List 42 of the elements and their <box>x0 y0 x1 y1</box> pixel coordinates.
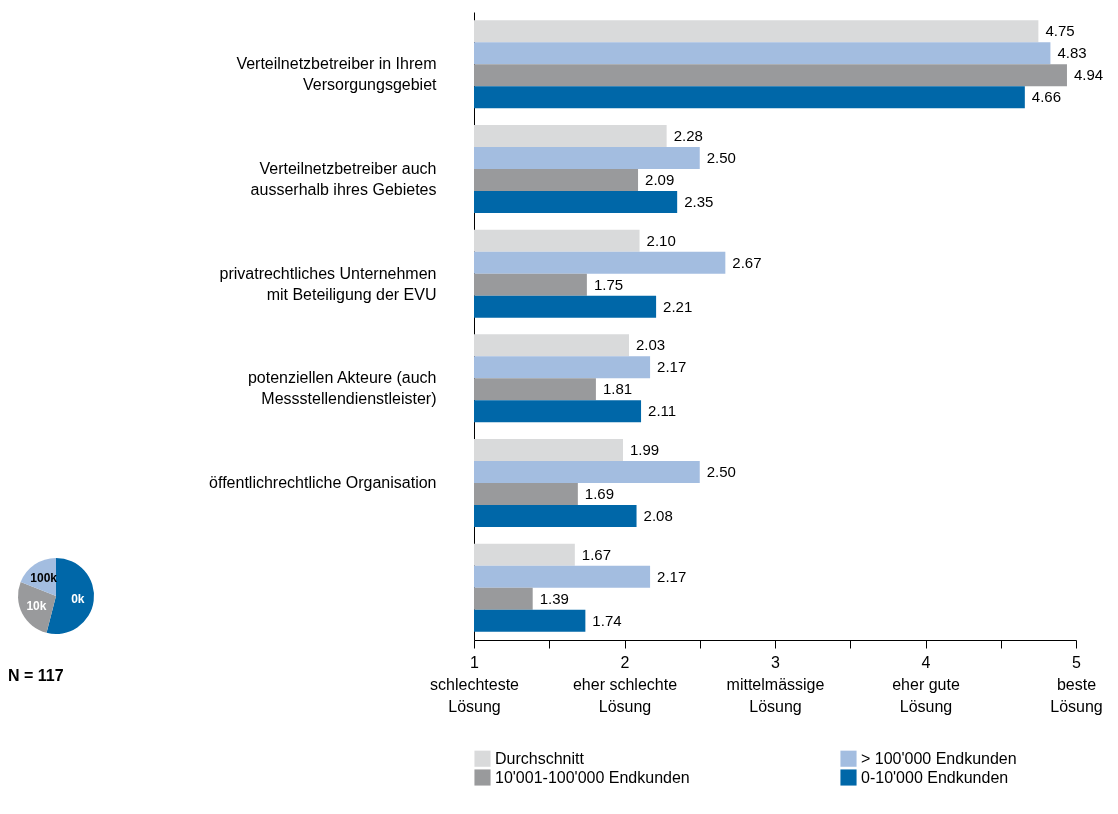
legend-label: Durchschnitt <box>495 749 585 767</box>
legend-label: 0-10'000 Endkunden <box>861 768 1009 786</box>
legend-label: 10'001-100'000 Endkunden <box>495 768 690 786</box>
data-label: 4.75 <box>1045 22 1075 40</box>
data-label: 1.69 <box>584 484 615 502</box>
legend-label: > 100'000 Endkunden <box>861 749 1017 767</box>
data-label: 2.50 <box>706 463 736 481</box>
data-label: 1.39 <box>539 589 569 607</box>
y-tick-label: öffentlichrechtliche Organisation <box>209 474 437 491</box>
data-label: 2.50 <box>706 149 736 167</box>
data-label: 1.81 <box>602 380 633 398</box>
data-label: 2.08 <box>643 506 673 524</box>
data-label: 1.67 <box>581 545 612 563</box>
data-label: 2.17 <box>657 567 687 585</box>
x-tick-label: 3 mittelmässige Lösung <box>726 653 825 715</box>
y-tick-label: Verteilnetzbetreiber in Ihrem Versorgungsgebiet <box>236 55 438 94</box>
data-label: 2.28 <box>673 127 703 145</box>
data-label: 4.83 <box>1057 44 1087 62</box>
data-label: 2.67 <box>732 253 762 271</box>
data-label: 2.03 <box>636 336 666 354</box>
x-tick-label: 4 eher gute Lösung <box>892 653 960 715</box>
data-label: 4.94 <box>1073 66 1104 84</box>
text: N = 117 <box>8 667 64 684</box>
data-label: 2.17 <box>657 358 687 376</box>
slice-label: 10k <box>26 598 47 613</box>
y-tick-label: privatrechtliches Unternehmen mit Beteiligung der EVU <box>219 264 437 303</box>
data-label: 2.11 <box>648 402 677 420</box>
y-tick-label: potenziellen Akteure (auch Messstellendienstleister) <box>247 369 437 408</box>
data-label: 2.10 <box>646 231 676 249</box>
data-label: 1.75 <box>593 275 624 293</box>
data-label: 2.09 <box>645 170 675 188</box>
slice-label: 0k <box>71 591 85 606</box>
pie-slice <box>18 582 56 633</box>
data-label: 1.99 <box>629 441 660 459</box>
x-tick-label: 5 beste Lösung <box>1050 653 1103 715</box>
data-label: 2.21 <box>663 297 693 315</box>
x-tick-label: 2 eher schlechte Lösung <box>572 653 678 715</box>
data-label: 2.35 <box>684 192 714 210</box>
data-label: 1.74 <box>592 611 622 629</box>
data-label: 4.66 <box>1031 88 1062 106</box>
y-tick-label: Verteilnetzbetreiber auch ausserhalb ihres Gebietes <box>250 160 437 198</box>
x-tick-label: 1 schlechteste Lösung <box>430 653 520 715</box>
